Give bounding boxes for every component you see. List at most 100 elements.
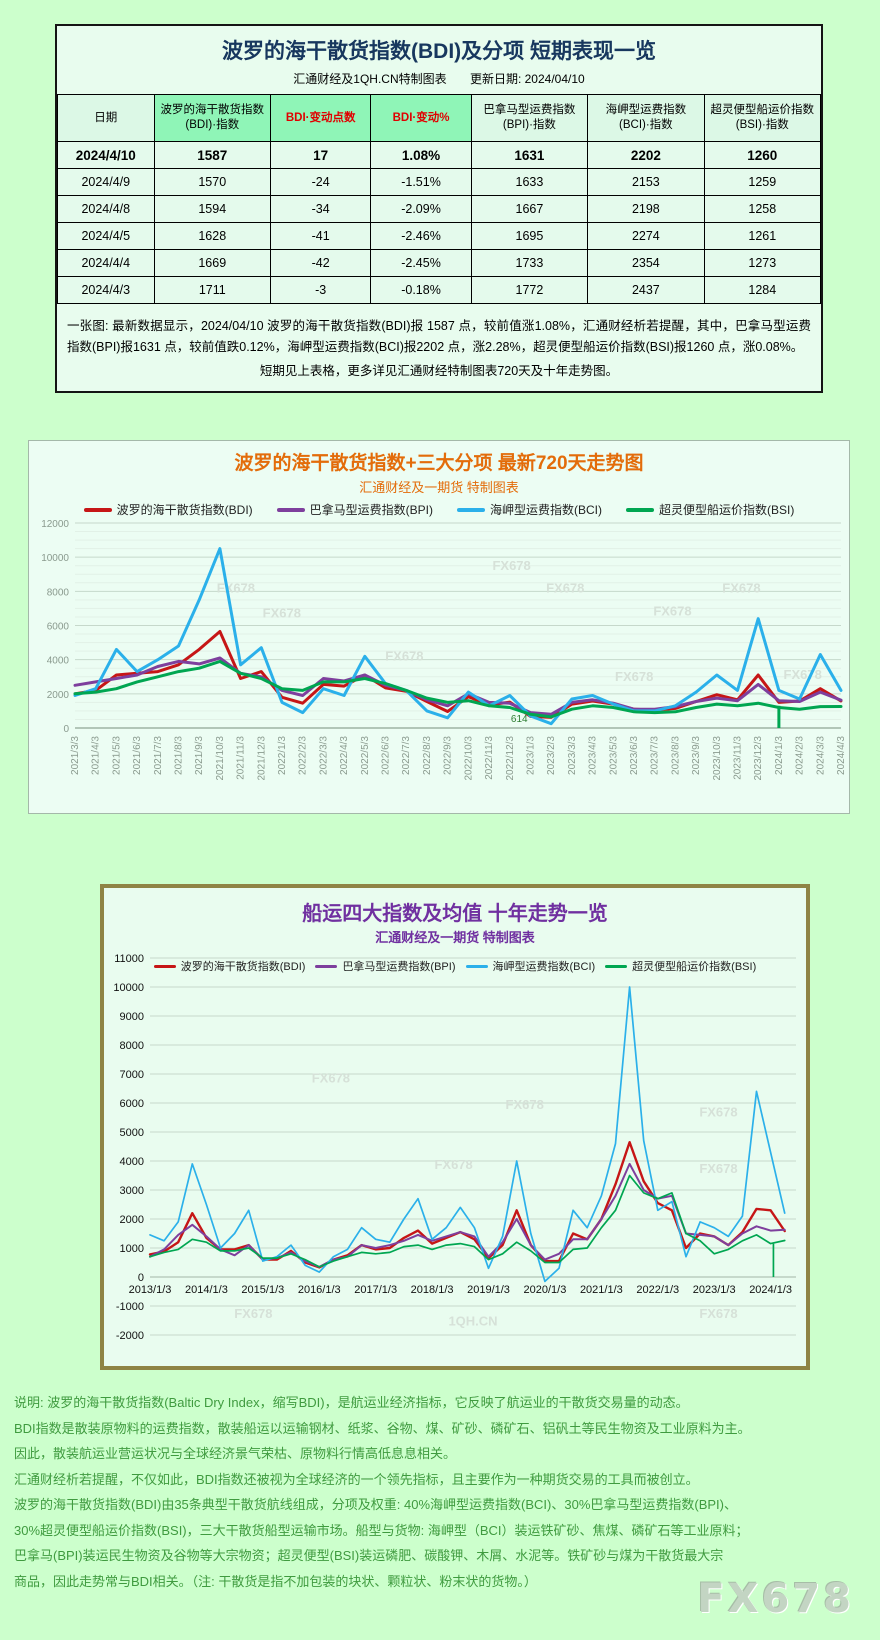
svg-text:FX678: FX678 [506, 1097, 544, 1112]
legend-item: 巴拿马型运费指数(BPI) [315, 958, 456, 974]
table-cell: 17 [269, 141, 372, 169]
svg-text:2000: 2000 [47, 690, 70, 701]
svg-text:FX678: FX678 [615, 669, 653, 684]
svg-text:2023/12/3: 2023/12/3 [753, 736, 764, 781]
chart-10year-subtitle: 汇通财经及一期货 特制图表 [375, 930, 535, 945]
chart-10year-plot: -2000 -1000 0 1000 2000 3000 4000 5000 6000 7000 8… [104, 946, 806, 1369]
chart-720day-plot: 0 2000 4000 6000 8000 10000 12000 2021/3/3 2021/… [29, 518, 849, 827]
table-cell: 1273 [703, 249, 822, 277]
svg-text:4000: 4000 [120, 1156, 144, 1168]
bdi-summary-panel: 波罗的海干散货指数(BDI)及分项 短期表现一览 汇通财经及1QH.CN特制图表… [55, 24, 823, 393]
table-panel-subtitle: 汇通财经及1QH.CN特制图表 更新日期: 2024/04/10 [57, 65, 821, 94]
svg-text:FX678: FX678 [234, 1306, 272, 1321]
table-row: 2024/4/3 1711 -3 -0.18% 1772 2437 1284 [57, 276, 822, 304]
svg-text:2019/1/3: 2019/1/3 [467, 1284, 510, 1296]
svg-text:FX678: FX678 [722, 581, 760, 596]
svg-text:9000: 9000 [120, 1011, 144, 1023]
svg-text:5000: 5000 [120, 1127, 144, 1139]
table-cell: -3 [269, 276, 372, 304]
table-cell: 1.08% [370, 141, 472, 169]
svg-text:-1000: -1000 [116, 1301, 144, 1313]
svg-text:4000: 4000 [47, 656, 70, 667]
svg-text:FX678: FX678 [217, 581, 255, 596]
chart-720day-panel: 波罗的海干散货指数+三大分项 最新720天走势图 汇通财经及一期货 特制图表 波… [28, 440, 850, 814]
table-row: 2024/4/10 1587 17 1.08% 1631 2202 1260 [57, 141, 822, 169]
legend-item: 海岬型运费指数(BCI) [457, 501, 602, 518]
chart10y-svg: -2000 -1000 0 1000 2000 3000 4000 5000 6000 7000 8… [113, 953, 796, 1342]
table-cell: 2024/4/3 [57, 276, 155, 304]
table-cell: -0.18% [370, 276, 472, 304]
explanation-line: 波罗的海干散货指数(BDI)由35条典型干散货航线组成，分项及权重: 40%海岬… [14, 1497, 737, 1512]
svg-text:2013/1/3: 2013/1/3 [129, 1284, 172, 1296]
table-cell: 1667 [470, 195, 589, 223]
svg-text:2022/10/3: 2022/10/3 [463, 736, 474, 781]
svg-text:2021/5/3: 2021/5/3 [111, 736, 122, 775]
column-header: 波罗的海干散货指数 (BDI)·指数 [153, 94, 271, 142]
svg-text:2024/4/3: 2024/4/3 [836, 736, 847, 775]
table-cell: 2437 [587, 276, 705, 304]
table-cell: 1594 [153, 195, 271, 223]
chart-720day-legend: 波罗的海干散货指数(BDI) 巴拿马型运费指数(BPI) 海岬型运费指数(BCI) 超… [29, 501, 849, 518]
svg-text:1000: 1000 [120, 1243, 144, 1255]
legend-line-swatch [276, 507, 305, 512]
table-cell: 2024/4/8 [57, 195, 155, 223]
svg-text:2023/5/3: 2023/5/3 [608, 736, 619, 775]
svg-text:2024/1/3: 2024/1/3 [749, 1284, 792, 1296]
svg-text:0: 0 [63, 724, 69, 735]
table-cell: -2.09% [370, 195, 472, 223]
legend-line-swatch [626, 507, 654, 512]
source-label: 汇通财经及1QH.CN特制图表 [293, 72, 447, 86]
explanation-line: 说明: 波罗的海干散货指数(Baltic Dry Index，缩写BDI)，是航… [14, 1395, 689, 1410]
column-header: 超灵便型船运价指数 (BSI)·指数 [703, 94, 822, 142]
legend-label: 海岬型运费指数(BCI) [492, 961, 596, 973]
table-cell: 2354 [587, 249, 705, 277]
explanation-line: 汇通财经析若提醒，不仅如此，BDI指数还被视为全球经济的一个领先指标，且主要作为… [14, 1471, 699, 1487]
table-cell: 1669 [153, 249, 271, 277]
chart720-svg: 0 2000 4000 6000 8000 10000 12000 2021/3/3 2021/… [41, 519, 847, 781]
svg-text:2023/1/3: 2023/1/3 [525, 736, 536, 775]
svg-text:2014/1/3: 2014/1/3 [185, 1284, 228, 1296]
table-cell: -2.46% [370, 222, 472, 250]
svg-text:FX678: FX678 [546, 581, 584, 596]
svg-text:1QH.CN: 1QH.CN [448, 1314, 497, 1329]
svg-text:2023/8/3: 2023/8/3 [670, 736, 681, 775]
table-cell: 2153 [587, 168, 705, 196]
chart-10year-title: 船运四大指数及均值 十年走势一览 [302, 903, 608, 925]
svg-text:FX678: FX678 [312, 1070, 350, 1085]
explanation-line: 因此，散装航运业营运状况与全球经济景气荣枯、原物料行情高低息息相关。 [14, 1446, 457, 1461]
table-cell: 1261 [703, 222, 822, 250]
table-cell: 1733 [470, 249, 589, 277]
legend-line-swatch [465, 964, 488, 968]
table-cell: 1711 [153, 276, 271, 304]
table-cell: -34 [269, 195, 372, 223]
svg-text:2022/7/3: 2022/7/3 [401, 736, 412, 775]
update-date-label: 更新日期: 2024/04/10 [469, 72, 585, 86]
explanation-text: 说明: 波罗的海干散货指数(Baltic Dry Index，缩写BDI)，是航… [14, 1390, 868, 1594]
svg-text:FX678: FX678 [653, 603, 691, 618]
svg-text:2021/1/3: 2021/1/3 [580, 1284, 623, 1296]
explanation-line: 巴拿马(BPI)装运民生物资及谷物等大宗物资；超灵便型(BSI)装运磷肥、碳酸钾… [14, 1548, 724, 1563]
column-header: 海岬型运费指数 (BCI)·指数 [587, 94, 705, 142]
chart-720day-title: 波罗的海干散货指数+三大分项 最新720天走势图 [234, 453, 644, 474]
explanation-line: BDI指数是散装原物料的运费指数，散装船运以运输钢材、纸浆、谷物、煤、矿砂、磷矿… [14, 1420, 751, 1436]
svg-text:2022/8/3: 2022/8/3 [422, 736, 433, 775]
column-header: BDI·变动% [370, 94, 472, 142]
legend-line-swatch [315, 964, 338, 968]
bdi-index-table: 日期 波罗的海干散货指数 (BDI)·指数 BDI·变动点数 BDI·变动% 巴拿马型运… [57, 94, 822, 304]
svg-text:2021/4/3: 2021/4/3 [91, 736, 102, 775]
svg-text:2023/7/3: 2023/7/3 [650, 736, 661, 775]
table-cell: 1570 [153, 168, 271, 196]
svg-text:2018/1/3: 2018/1/3 [411, 1284, 454, 1296]
column-header: BDI·变动点数 [269, 94, 372, 142]
svg-text:2021/3/3: 2021/3/3 [70, 736, 81, 775]
legend-label: 巴拿马型运费指数(BPI) [342, 961, 456, 973]
table-cell: 1258 [703, 195, 822, 223]
table-note-text-2: 短期见上表格，更多详见汇通财经特制图表720天及十年走势图。 [259, 364, 619, 378]
legend-label: 波罗的海干散货指数(BDI) [116, 503, 253, 517]
svg-text:2023/9/3: 2023/9/3 [691, 736, 702, 775]
table-row: 2024/4/4 1669 -42 -2.45% 1733 2354 1273 [57, 249, 822, 277]
svg-text:2022/1/3: 2022/1/3 [636, 1284, 679, 1296]
svg-text:2021/8/3: 2021/8/3 [174, 736, 185, 775]
table-cell: -42 [269, 249, 372, 277]
svg-text:2024/1/3: 2024/1/3 [774, 736, 785, 775]
